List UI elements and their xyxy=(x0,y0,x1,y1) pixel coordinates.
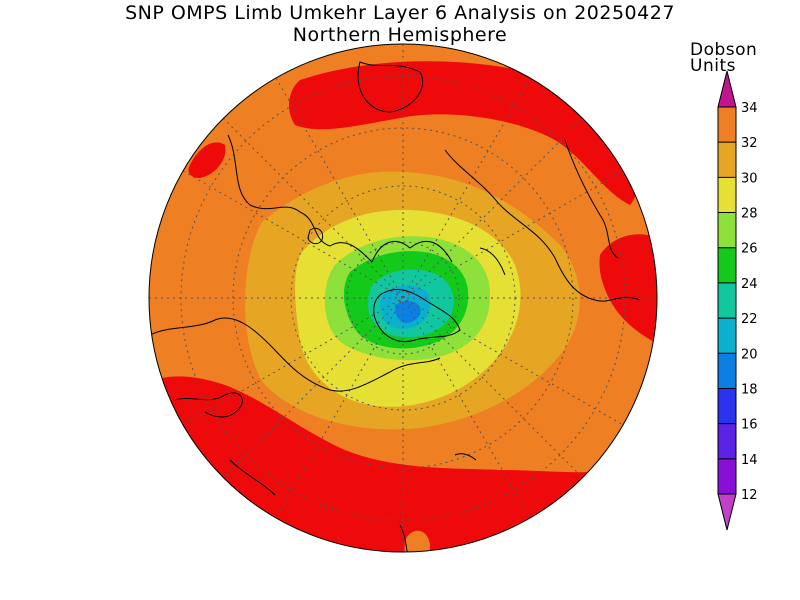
coastline xyxy=(227,134,453,263)
colorbar-segment xyxy=(718,353,736,389)
colorbar-segment xyxy=(718,247,736,283)
meridian xyxy=(182,170,624,426)
coastline xyxy=(479,247,506,276)
meridian xyxy=(222,117,584,479)
coastline xyxy=(454,453,477,461)
region-red-north xyxy=(288,61,638,205)
colorbar-segment xyxy=(718,107,736,143)
coastline xyxy=(174,392,243,418)
coastline xyxy=(307,227,324,245)
lat-circle xyxy=(232,127,574,469)
coastlines xyxy=(149,61,641,552)
colorbar-segment xyxy=(718,388,736,424)
map-title: SNP OMPS Limb Umkehr Layer 6 Analysis on… xyxy=(0,2,800,46)
colorbar-label: 34 xyxy=(741,101,758,116)
colorbar-segment xyxy=(718,318,736,354)
region-red-east xyxy=(599,234,657,345)
coastline xyxy=(229,459,276,496)
colorbar-label: 16 xyxy=(741,418,758,433)
coastline xyxy=(564,139,619,259)
colorbar-segment xyxy=(718,282,736,319)
colorbar-label: 32 xyxy=(741,136,758,151)
colorbar-label: 14 xyxy=(741,453,758,468)
region-red-nw xyxy=(188,142,226,178)
meridian xyxy=(275,77,531,519)
colorbar-segment xyxy=(718,423,736,459)
coastline xyxy=(373,289,461,343)
ozone-field xyxy=(149,44,657,552)
colorbar-high-arrow xyxy=(717,70,737,108)
colorbar-label: 30 xyxy=(741,171,758,186)
map-boundary xyxy=(148,43,658,553)
colorbar-segment xyxy=(718,142,736,178)
meridian xyxy=(182,170,624,426)
units-line1: Dobson xyxy=(690,40,758,60)
colorbar-label: 22 xyxy=(741,312,758,327)
coastline xyxy=(399,524,411,552)
colorbar-label: 26 xyxy=(741,242,758,257)
colorbar-label: 20 xyxy=(741,347,758,362)
subtitle-line: Northern Hemisphere xyxy=(292,24,508,46)
colorbar-label: 24 xyxy=(741,277,758,292)
meridian xyxy=(222,117,584,479)
colorbar-units: Dobson Units xyxy=(690,40,758,76)
colorbar-low-arrow xyxy=(717,493,737,531)
colorbar-label: 12 xyxy=(741,488,758,503)
graticule xyxy=(149,44,657,552)
colorbar-label: 28 xyxy=(741,207,758,222)
coastline xyxy=(444,149,641,302)
title-line: SNP OMPS Limb Umkehr Layer 6 Analysis on… xyxy=(125,2,675,24)
colorbar-segment xyxy=(718,177,736,213)
coastline xyxy=(149,317,441,392)
region-orange-south-notch xyxy=(404,530,430,552)
colorbar-segment xyxy=(718,212,736,248)
coastline xyxy=(357,61,424,113)
meridian xyxy=(275,77,531,519)
units-line2: Units xyxy=(690,56,736,76)
colorbar-label: 18 xyxy=(741,382,758,397)
colorbar-segment xyxy=(718,458,736,494)
colorbar: 12 14 16 18 20 22 24 26 28 30 32 34 xyxy=(717,70,758,531)
